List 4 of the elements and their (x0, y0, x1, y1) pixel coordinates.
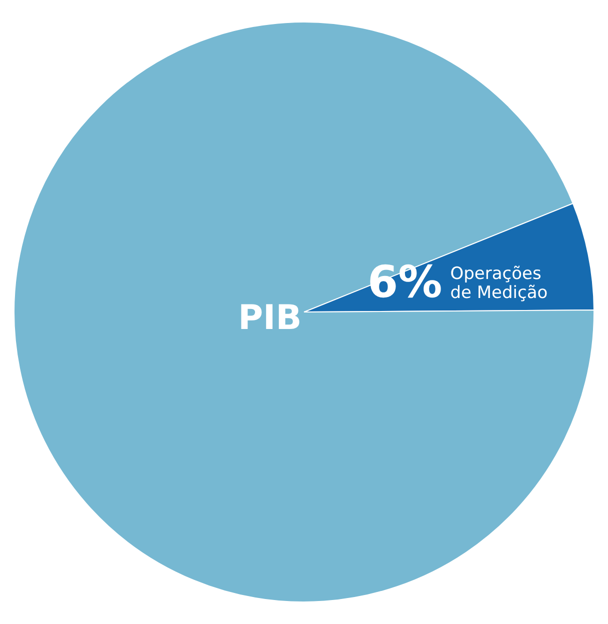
data-label: 6% (368, 256, 442, 308)
slice-label: Operações de Medição (450, 264, 548, 303)
slice-label: PIB (238, 298, 302, 338)
pie-slice (14, 22, 594, 602)
